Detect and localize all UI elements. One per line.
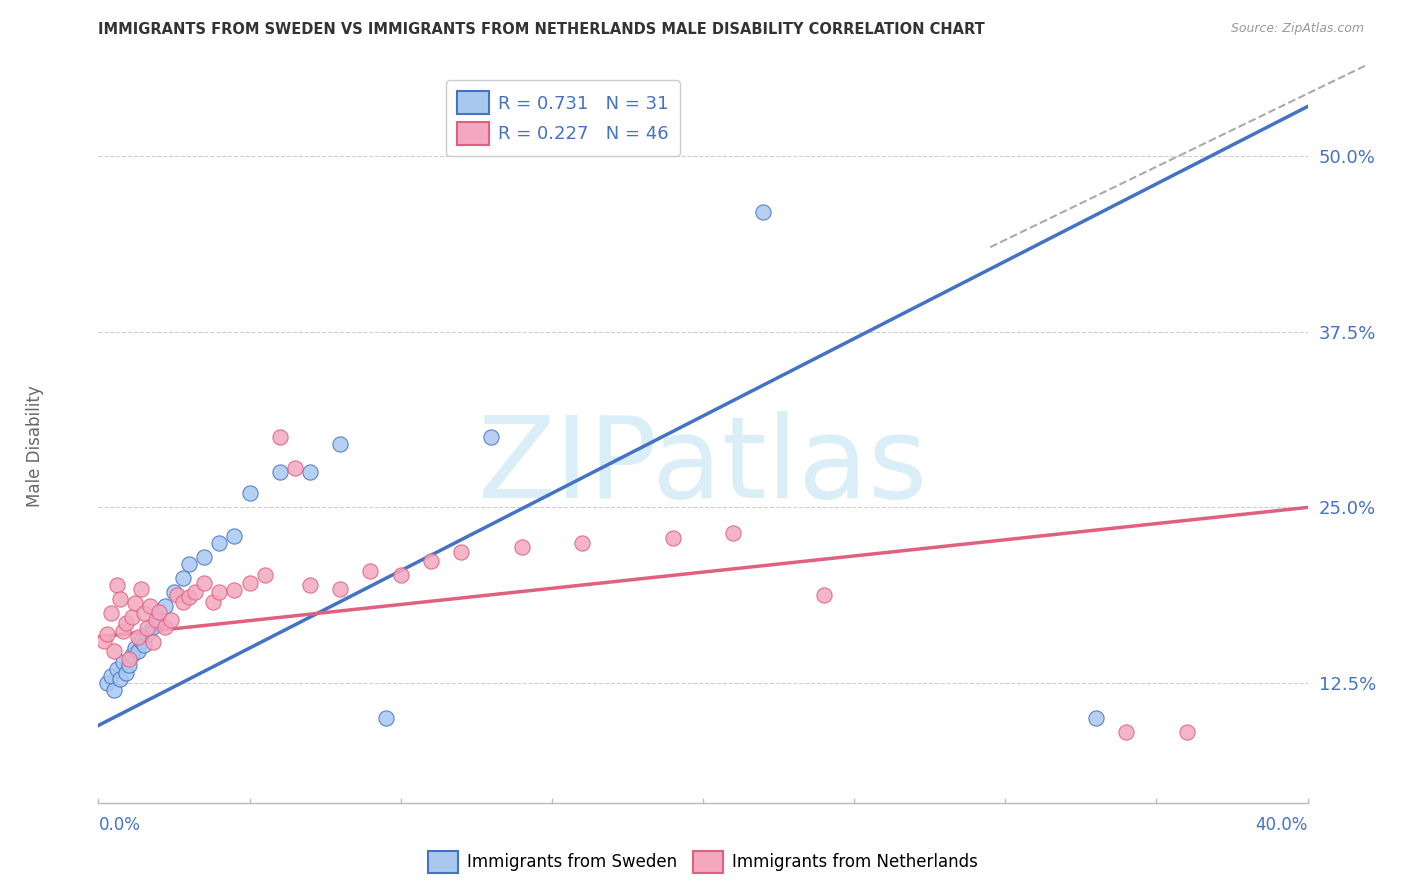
Point <box>752 205 775 219</box>
Point <box>172 571 194 585</box>
Point <box>111 624 134 639</box>
Point <box>510 540 533 554</box>
Point <box>224 583 246 598</box>
Point <box>145 613 167 627</box>
Point <box>105 578 128 592</box>
Point <box>1115 725 1137 739</box>
Point <box>108 591 131 606</box>
Point <box>184 584 207 599</box>
Point <box>148 605 170 619</box>
Point <box>481 430 503 444</box>
Text: IMMIGRANTS FROM SWEDEN VS IMMIGRANTS FROM NETHERLANDS MALE DISABILITY CORRELATIO: IMMIGRANTS FROM SWEDEN VS IMMIGRANTS FRO… <box>98 22 986 37</box>
Point <box>108 672 131 686</box>
Point <box>114 666 136 681</box>
Text: 40.0%: 40.0% <box>1256 816 1308 834</box>
Point <box>193 576 215 591</box>
Text: Source: ZipAtlas.com: Source: ZipAtlas.com <box>1230 22 1364 36</box>
Point <box>163 584 186 599</box>
Point <box>100 669 122 683</box>
Point <box>177 591 201 605</box>
Point <box>166 588 188 602</box>
Point <box>239 486 262 500</box>
Point <box>389 568 412 582</box>
Point <box>224 528 246 542</box>
Point <box>299 578 322 592</box>
Point <box>571 535 593 549</box>
Point <box>142 635 165 649</box>
Point <box>269 430 291 444</box>
Point <box>142 620 165 634</box>
Point <box>208 535 231 549</box>
Point <box>329 582 352 596</box>
Point <box>129 582 152 596</box>
Point <box>153 620 176 634</box>
Point <box>96 627 118 641</box>
Point <box>100 606 122 620</box>
Point <box>253 568 276 582</box>
Point <box>374 711 396 725</box>
Point <box>419 554 441 568</box>
Point <box>299 465 322 479</box>
Point <box>661 532 683 546</box>
Point <box>284 461 307 475</box>
Point <box>127 630 149 644</box>
Point <box>450 545 472 559</box>
Point <box>177 557 201 571</box>
Point <box>124 596 146 610</box>
Point <box>202 595 225 609</box>
Point <box>139 599 162 613</box>
Point <box>239 576 262 591</box>
Point <box>135 621 157 635</box>
Point <box>118 657 141 672</box>
Point <box>193 549 215 564</box>
Text: Male Disability: Male Disability <box>27 385 44 507</box>
Point <box>269 465 291 479</box>
Point <box>148 613 170 627</box>
Point <box>153 599 176 613</box>
Point <box>103 644 125 658</box>
Point <box>813 588 835 602</box>
Point <box>172 595 194 609</box>
Text: ZIPatlas: ZIPatlas <box>478 411 928 522</box>
Point <box>121 648 143 662</box>
Point <box>127 644 149 658</box>
Point <box>132 638 155 652</box>
Point <box>721 525 744 540</box>
Point <box>1085 711 1108 725</box>
Point <box>160 613 183 627</box>
Point <box>96 676 118 690</box>
Text: 0.0%: 0.0% <box>98 816 141 834</box>
Point <box>103 683 125 698</box>
Point <box>111 655 134 669</box>
Legend: R = 0.731   N = 31, R = 0.227   N = 46: R = 0.731 N = 31, R = 0.227 N = 46 <box>446 80 681 156</box>
Point <box>329 437 352 451</box>
Legend: Immigrants from Sweden, Immigrants from Netherlands: Immigrants from Sweden, Immigrants from … <box>422 845 984 880</box>
Point <box>118 652 141 666</box>
Point <box>114 615 136 630</box>
Point <box>360 564 382 578</box>
Point <box>93 634 115 648</box>
Point <box>135 627 157 641</box>
Point <box>1175 725 1198 739</box>
Point <box>132 606 155 620</box>
Point <box>105 662 128 676</box>
Point <box>208 584 231 599</box>
Point <box>129 634 152 648</box>
Point <box>121 610 143 624</box>
Point <box>124 641 146 656</box>
